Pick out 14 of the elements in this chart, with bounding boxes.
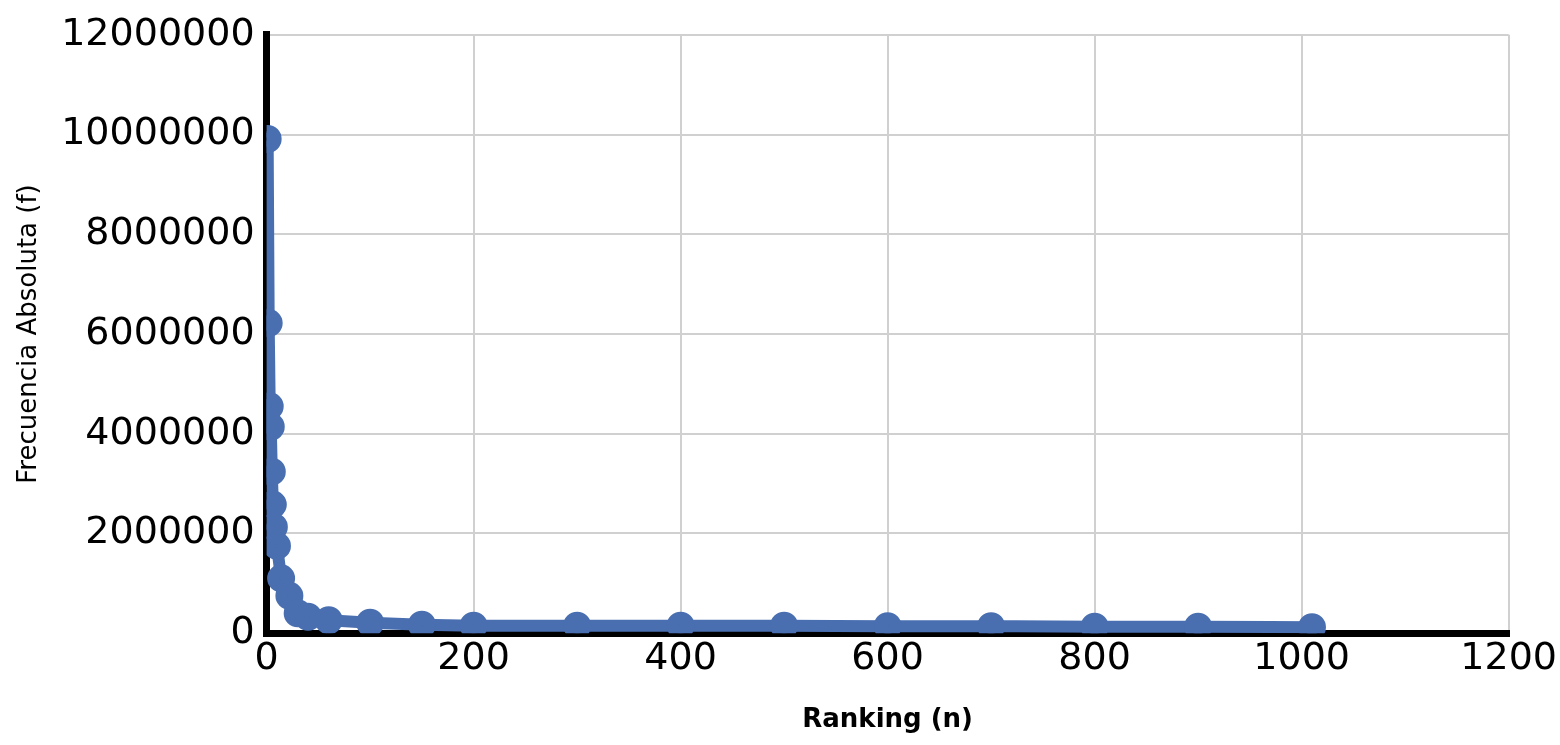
x-tick-label: 600 [851,633,924,678]
x-tick-label: 200 [437,633,510,678]
y-tick-label: 6000000 [85,308,255,353]
x-tick-label: 1000 [1253,633,1350,678]
y-tick-label: 10000000 [61,109,255,154]
y-axis-title: Frecuencia Absoluta (f) [12,184,43,484]
y-tick-label: 2000000 [85,508,255,553]
x-tick-label: 800 [1058,633,1131,678]
x-tick-label: 400 [644,633,717,678]
y-tick-label: 12000000 [61,9,255,54]
x-tick-label: 1200 [1460,633,1558,678]
x-axis-title: Ranking (n) [802,703,973,734]
y-tick-label: 8000000 [85,209,255,254]
y-tick-label: 4000000 [85,408,255,453]
